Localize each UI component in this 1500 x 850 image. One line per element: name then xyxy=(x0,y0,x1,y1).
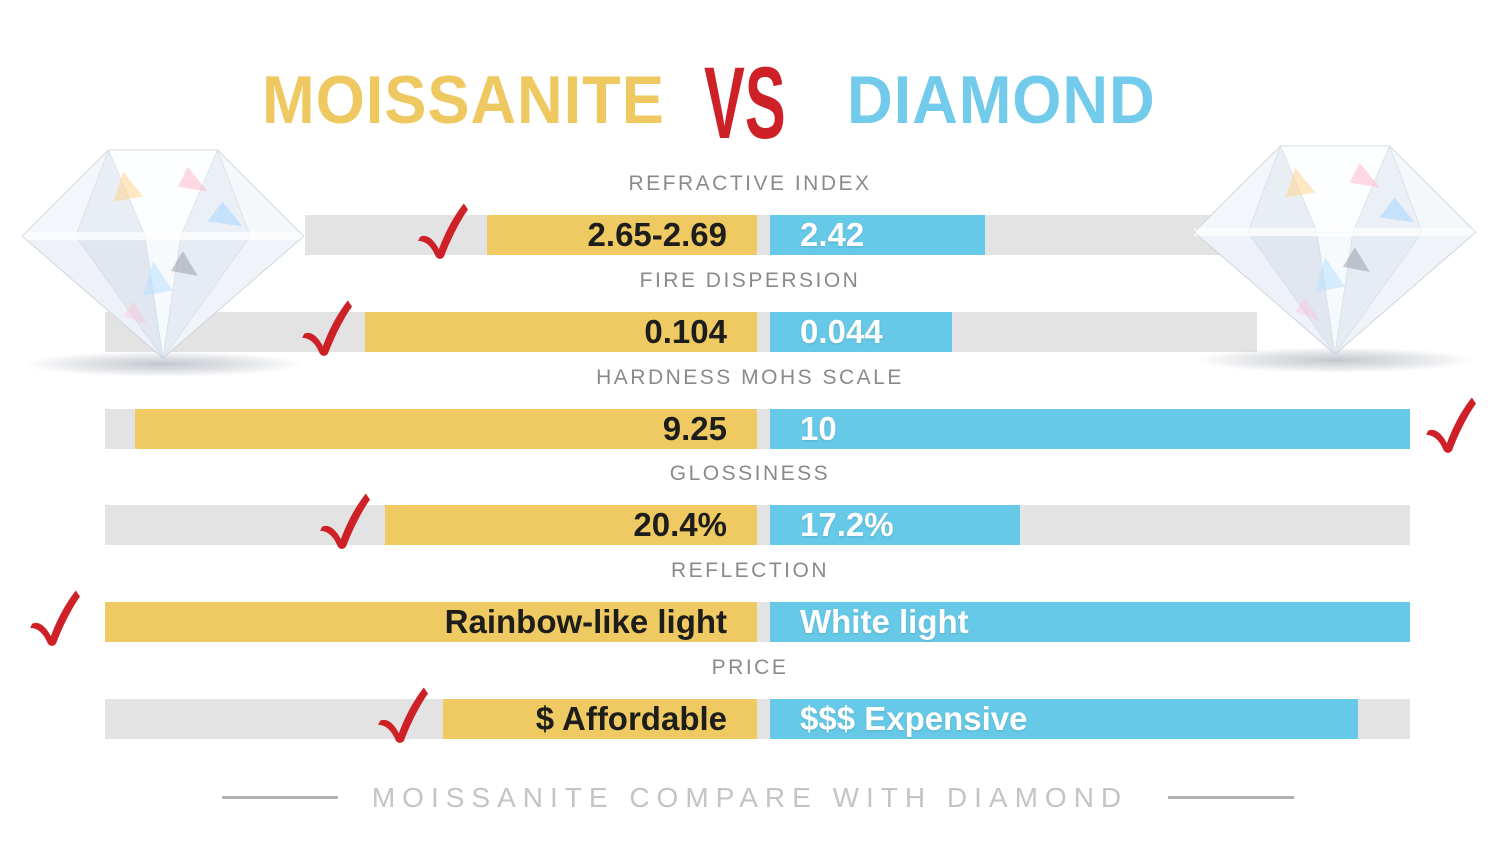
title-moissanite: MOISSANITE xyxy=(262,62,665,138)
diamond-value: $$$ Expensive xyxy=(800,700,1028,737)
diamond-value: 2.42 xyxy=(800,216,865,253)
checkmark-icon xyxy=(376,686,428,744)
moissanite-value: 9.25 xyxy=(662,410,727,447)
row-label-glossiness: GLOSSINESS xyxy=(669,462,831,485)
checkmark-icon xyxy=(416,202,468,260)
footer-line-left xyxy=(222,796,338,799)
diamond-photo-left xyxy=(14,142,312,380)
comparison-track xyxy=(105,505,1410,545)
checkmark-icon xyxy=(300,299,352,357)
moissanite-bar: $ Affordable xyxy=(443,699,757,739)
diamond-value: 10 xyxy=(800,410,837,447)
moissanite-value: 2.65-2.69 xyxy=(587,216,727,253)
checkmark-icon xyxy=(318,492,370,550)
row-label-refractive-index: REFRACTIVE INDEX xyxy=(628,172,872,195)
checkmark-icon xyxy=(28,589,80,647)
row-label-reflection: REFLECTION xyxy=(670,559,829,582)
diamond-value: White light xyxy=(800,603,969,640)
diamond-bar: 17.2% xyxy=(770,505,1020,545)
diamond-photo-right xyxy=(1186,138,1484,376)
diamond-bar: White light xyxy=(770,602,1410,642)
diamond-value: 0.044 xyxy=(800,313,883,350)
moissanite-bar: 9.25 xyxy=(135,409,757,449)
diamond-bar: 10 xyxy=(770,409,1410,449)
moissanite-value: $ Affordable xyxy=(535,700,727,737)
diamond-bar: 2.42 xyxy=(770,215,985,255)
moissanite-value: 20.4% xyxy=(633,506,727,543)
moissanite-value: 0.104 xyxy=(644,313,727,350)
footer-caption: MOISSANITE COMPARE WITH DIAMOND xyxy=(371,782,1129,813)
moissanite-bar: 2.65-2.69 xyxy=(487,215,757,255)
title-vs: VS xyxy=(704,46,786,160)
checkmark-icon xyxy=(1424,396,1476,454)
diamond-value: 17.2% xyxy=(800,506,894,543)
title-diamond: DIAMOND xyxy=(847,62,1156,138)
row-label-hardness: HARDNESS MOHS SCALE xyxy=(596,366,904,389)
moissanite-value: Rainbow-like light xyxy=(444,603,727,640)
moissanite-bar: Rainbow-like light xyxy=(105,602,757,642)
diamond-bar: $$$ Expensive xyxy=(770,699,1358,739)
row-label-price: PRICE xyxy=(711,656,789,679)
moissanite-bar: 20.4% xyxy=(385,505,757,545)
footer-line-right xyxy=(1168,796,1294,799)
moissanite-bar: 0.104 xyxy=(365,312,757,352)
row-label-fire-dispersion: FIRE DISPERSION xyxy=(639,269,861,292)
diamond-bar: 0.044 xyxy=(770,312,952,352)
